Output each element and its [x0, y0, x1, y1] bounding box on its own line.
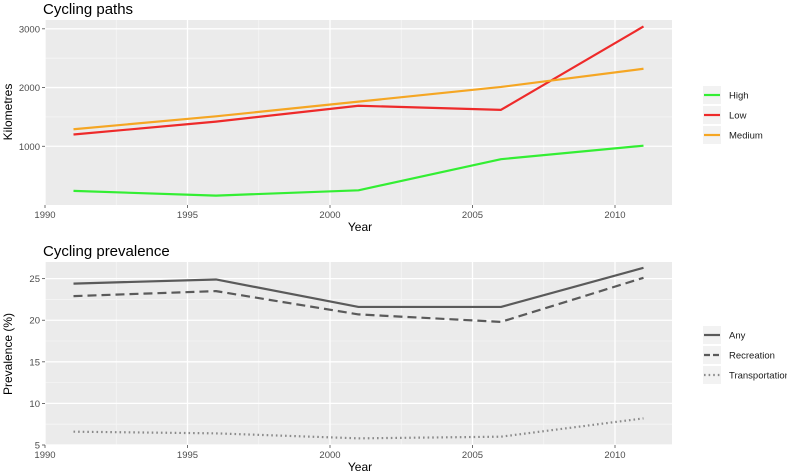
legend-label-transportation: Transportation [729, 371, 787, 382]
x-tick-label: 1995 [177, 450, 198, 461]
legend-label-high: High [729, 91, 749, 102]
y-axis-title: Prevalence (%) [1, 313, 15, 395]
plot-panel [45, 262, 672, 445]
x-tick-label: 2010 [604, 450, 625, 461]
x-tick-label: 2005 [462, 210, 483, 221]
x-axis-title: Year [348, 460, 372, 474]
y-axis-title: Kilometres [1, 84, 15, 141]
y-tick-label: 3000 [19, 24, 40, 35]
y-tick-label: 1000 [19, 142, 40, 153]
legend-label-low: Low [729, 111, 747, 122]
legend-key-box [703, 366, 721, 384]
y-tick-label: 25 [29, 274, 40, 285]
y-tick-label: 2000 [19, 83, 40, 94]
x-tick-label: 1990 [34, 210, 55, 221]
plot-panel [45, 20, 672, 205]
x-tick-label: 2000 [319, 210, 340, 221]
x-tick-label: 2000 [319, 450, 340, 461]
y-tick-label: 10 [29, 399, 40, 410]
chart-2: 1990 1995 2000 2005 2010 5 10 15 20 25 Cycling pre… [1, 243, 787, 474]
legend-label-recreation: Recreation [729, 351, 775, 362]
legend-key-box [703, 346, 721, 364]
x-tick-label: 1995 [177, 210, 198, 221]
y-tick-label: 20 [29, 316, 40, 327]
y-tick-label: 5 [35, 441, 40, 452]
x-tick-label: 2010 [604, 210, 625, 221]
x-axis-title: Year [348, 220, 372, 234]
chart-title: Cycling prevalence [43, 243, 170, 260]
legend-label-any: Any [729, 331, 746, 342]
gridlines [44, 20, 672, 205]
x-tick-label: 2005 [462, 450, 483, 461]
y-tick-label: 15 [29, 357, 40, 368]
gridlines [44, 262, 672, 446]
x-tick-label: 1990 [34, 450, 55, 461]
legend: Any Recreation Transportation [703, 326, 787, 384]
chart-title: Cycling paths [43, 1, 133, 18]
chart-1: 1990 1995 2000 2005 2010 1000 2000 3000Cycling … [1, 1, 763, 234]
legend-label-medium: Medium [729, 131, 763, 142]
legend: High Low Medium [703, 86, 763, 144]
